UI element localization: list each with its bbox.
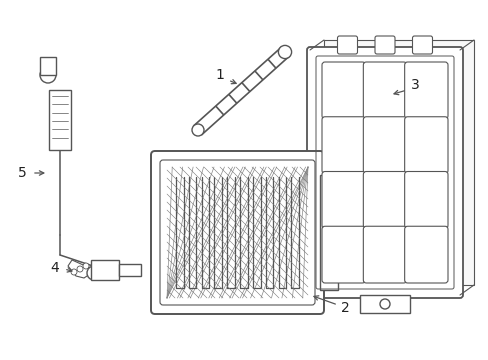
FancyBboxPatch shape bbox=[404, 171, 447, 228]
Bar bbox=[40, 57, 56, 75]
Bar bbox=[49, 90, 71, 150]
Circle shape bbox=[83, 263, 89, 269]
FancyBboxPatch shape bbox=[404, 117, 447, 174]
Bar bbox=[91, 260, 119, 280]
FancyBboxPatch shape bbox=[321, 62, 365, 119]
Circle shape bbox=[192, 124, 203, 136]
FancyBboxPatch shape bbox=[363, 171, 406, 228]
FancyBboxPatch shape bbox=[374, 36, 394, 54]
Text: 2: 2 bbox=[340, 301, 348, 315]
Polygon shape bbox=[98, 263, 114, 280]
FancyBboxPatch shape bbox=[321, 171, 365, 228]
FancyBboxPatch shape bbox=[151, 151, 324, 314]
Polygon shape bbox=[194, 48, 288, 135]
Circle shape bbox=[87, 266, 101, 280]
Text: 5: 5 bbox=[18, 166, 26, 180]
FancyBboxPatch shape bbox=[306, 47, 462, 298]
FancyBboxPatch shape bbox=[404, 62, 447, 119]
Circle shape bbox=[40, 67, 56, 83]
FancyBboxPatch shape bbox=[321, 117, 365, 174]
Circle shape bbox=[278, 45, 291, 59]
Bar bbox=[319, 175, 337, 290]
FancyBboxPatch shape bbox=[363, 226, 406, 283]
Polygon shape bbox=[324, 40, 473, 285]
Circle shape bbox=[379, 299, 389, 309]
FancyBboxPatch shape bbox=[404, 226, 447, 283]
Text: 4: 4 bbox=[51, 261, 59, 275]
FancyBboxPatch shape bbox=[363, 62, 406, 119]
FancyBboxPatch shape bbox=[337, 36, 357, 54]
Circle shape bbox=[77, 266, 83, 272]
Bar bbox=[359, 295, 409, 313]
FancyBboxPatch shape bbox=[321, 226, 365, 283]
Bar bbox=[119, 264, 141, 276]
Text: 1: 1 bbox=[215, 68, 224, 82]
Circle shape bbox=[71, 269, 77, 275]
Text: 3: 3 bbox=[410, 78, 419, 92]
FancyBboxPatch shape bbox=[363, 117, 406, 174]
FancyBboxPatch shape bbox=[412, 36, 431, 54]
Polygon shape bbox=[68, 260, 90, 278]
